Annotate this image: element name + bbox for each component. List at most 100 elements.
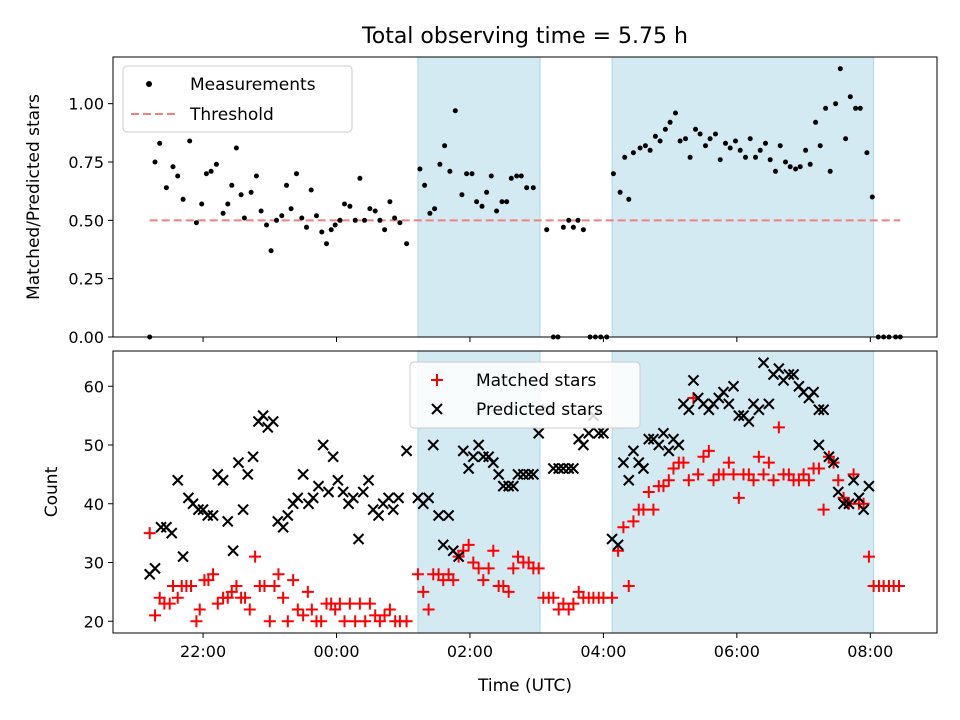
- predicted-stars-point: [192, 503, 205, 516]
- predicted-stars-point-d2: [757, 357, 770, 369]
- predicted-stars-point: [172, 474, 184, 486]
- matched-stars-point: [472, 562, 485, 575]
- predicted-stars-point-d2: [227, 545, 239, 557]
- predicted-stars-point: [727, 380, 740, 392]
- measurements-point: [687, 154, 693, 160]
- measurements-point: [382, 227, 388, 233]
- matched-stars-point: [832, 474, 845, 487]
- matched-stars-point: [857, 497, 870, 510]
- predicted-stars-point-d2: [853, 492, 865, 504]
- predicted-stars-point-d2: [647, 433, 660, 445]
- predicted-stars-point-d2: [172, 474, 184, 486]
- measurements-point: [743, 154, 748, 160]
- predicted-stars-point: [207, 509, 219, 522]
- matched-stars-point: [149, 609, 162, 622]
- bottom-shaded-interval: [611, 350, 875, 634]
- predicted-stars-point-d2: [237, 503, 249, 516]
- measurements-point: [258, 208, 264, 214]
- predicted-stars-point: [853, 492, 865, 504]
- bottom-xtick-label: 00:00: [313, 642, 359, 661]
- matched-stars-point: [642, 486, 655, 498]
- bottom-ytick-label: 30: [84, 554, 104, 573]
- measurements-point: [847, 94, 853, 100]
- matched-stars-point: [482, 562, 495, 575]
- measurements-point: [372, 208, 378, 214]
- predicted-stars-point-d2: [487, 456, 500, 469]
- measurements-point: [279, 213, 285, 219]
- predicted-stars-point-d2: [187, 498, 199, 510]
- predicted-stars-point: [717, 386, 730, 398]
- predicted-stars-point: [687, 374, 700, 387]
- measurements-point: [442, 143, 448, 149]
- measurements-point: [807, 161, 813, 167]
- predicted-stars-point-d2: [462, 462, 475, 475]
- predicted-stars-point: [733, 409, 745, 422]
- measurements-point: [417, 166, 423, 172]
- matched-stars-point: [692, 468, 705, 481]
- measurements-point: [299, 215, 305, 221]
- predicted-stars-point: [277, 521, 289, 533]
- predicted-stars-point: [337, 486, 349, 498]
- predicted-stars-point-d2: [432, 509, 445, 522]
- predicted-stars-point: [783, 368, 795, 381]
- predicted-stars-point-d2: [677, 398, 690, 410]
- predicted-stars-point-d2: [272, 515, 284, 528]
- predicted-stars-point-d2: [327, 451, 339, 463]
- measurements-point: [392, 215, 398, 221]
- top-ytick-label: 0.00: [68, 328, 104, 347]
- measurements-point: [362, 217, 367, 223]
- predicted-stars-point: [149, 562, 161, 575]
- predicted-stars-point-d2: [347, 492, 359, 504]
- measurements-point: [727, 145, 733, 151]
- measurements-point: [833, 101, 839, 107]
- matched-stars-point: [606, 591, 619, 604]
- measurements-point: [508, 175, 514, 181]
- measurements-point: [387, 199, 393, 205]
- predicted-stars-point-d2: [427, 439, 439, 451]
- predicted-stars-point-d2: [232, 456, 245, 469]
- top-legend-box: [122, 65, 353, 133]
- matched-stars-point: [359, 615, 372, 628]
- measurements-point: [452, 108, 458, 114]
- predicted-stars-point-d2: [723, 398, 735, 410]
- measurements-point: [544, 227, 550, 233]
- matched-stars-point: [462, 538, 475, 551]
- measurements-point: [737, 147, 743, 153]
- matched-stars-point: [383, 603, 396, 616]
- measurements-point: [673, 110, 678, 116]
- predicted-stars-point: [382, 492, 395, 504]
- predicted-stars-point-d2: [467, 451, 479, 463]
- predicted-stars-point-d2: [452, 550, 465, 563]
- measurements-point: [524, 185, 530, 191]
- predicted-stars-point: [653, 439, 665, 451]
- measurements-point: [342, 201, 347, 207]
- predicted-stars-point: [597, 427, 610, 439]
- predicted-stars-point: [643, 433, 655, 445]
- predicted-stars-point: [307, 492, 319, 504]
- measurements-point: [264, 222, 269, 228]
- measurements-point: [723, 140, 728, 146]
- top-ytick-label: 0.25: [68, 270, 104, 289]
- matched-stars-point: [143, 527, 156, 540]
- measurements-point: [652, 133, 658, 139]
- measurements-point: [617, 189, 623, 195]
- predicted-stars-point-d2: [357, 486, 369, 498]
- matched-stars-point: [411, 568, 424, 581]
- predicted-stars-point-d2: [382, 492, 395, 504]
- predicted-stars-point: [177, 550, 189, 563]
- predicted-stars-point: [577, 439, 590, 451]
- bottom-series: [143, 357, 905, 628]
- measurements-point: [647, 147, 653, 153]
- measurements-point: [518, 173, 524, 179]
- matched-stars-point: [291, 603, 304, 616]
- top-ytick-label: 0.75: [68, 153, 104, 172]
- predicted-stars-point: [222, 515, 234, 528]
- measurements-point: [580, 227, 586, 233]
- top-legend: Measurements Threshold: [122, 65, 353, 133]
- matched-stars-point: [268, 580, 281, 592]
- top-ytick-label: 0.50: [68, 211, 104, 230]
- measurements-point: [288, 206, 294, 212]
- measurements-point: [294, 171, 299, 177]
- measurements-point: [494, 208, 500, 214]
- matched-stars-point: [617, 521, 630, 534]
